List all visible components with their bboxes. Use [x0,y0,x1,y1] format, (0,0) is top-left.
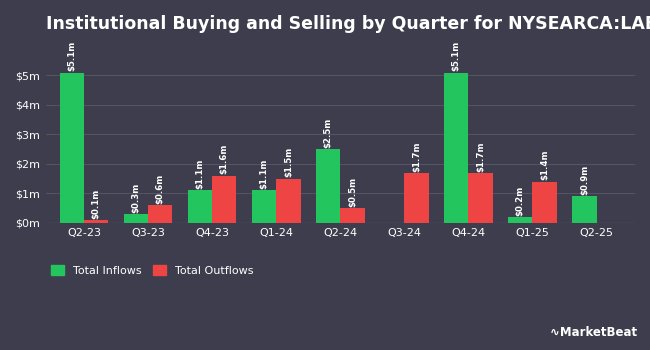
Bar [212,176,237,223]
Text: $1.1m: $1.1m [259,159,268,189]
Text: $1.5m: $1.5m [284,147,293,177]
Bar [188,190,212,223]
Text: $0.9m: $0.9m [580,165,589,195]
Bar [252,190,276,223]
Text: $5.1m: $5.1m [452,41,461,71]
Bar [84,220,109,223]
Bar [316,149,341,223]
Text: Institutional Buying and Selling by Quarter for NYSEARCA:LABD: Institutional Buying and Selling by Quar… [46,15,650,33]
Bar [60,72,84,223]
Text: $1.1m: $1.1m [196,159,205,189]
Text: $1.4m: $1.4m [540,150,549,180]
Bar [341,208,365,223]
Bar [469,173,493,223]
Text: $1.7m: $1.7m [412,141,421,172]
Text: $0.5m: $0.5m [348,177,357,207]
Bar [532,182,557,223]
Text: $5.1m: $5.1m [68,41,76,71]
Text: $0.1m: $0.1m [92,188,101,219]
Bar [444,72,469,223]
Text: $1.7m: $1.7m [476,141,485,172]
Bar [508,217,532,223]
Legend: Total Inflows, Total Outflows: Total Inflows, Total Outflows [51,265,254,276]
Text: $0.3m: $0.3m [131,183,140,213]
Bar [148,205,172,223]
Bar [572,196,597,223]
Bar [124,214,148,223]
Bar [276,178,300,223]
Bar [404,173,429,223]
Text: $2.5m: $2.5m [324,118,333,148]
Text: $1.6m: $1.6m [220,144,229,175]
Text: ⁠∿⁠MarketBeat: ⁠∿⁠MarketBeat [550,327,637,340]
Text: $0.6m: $0.6m [156,174,164,204]
Text: $0.2m: $0.2m [516,186,525,216]
